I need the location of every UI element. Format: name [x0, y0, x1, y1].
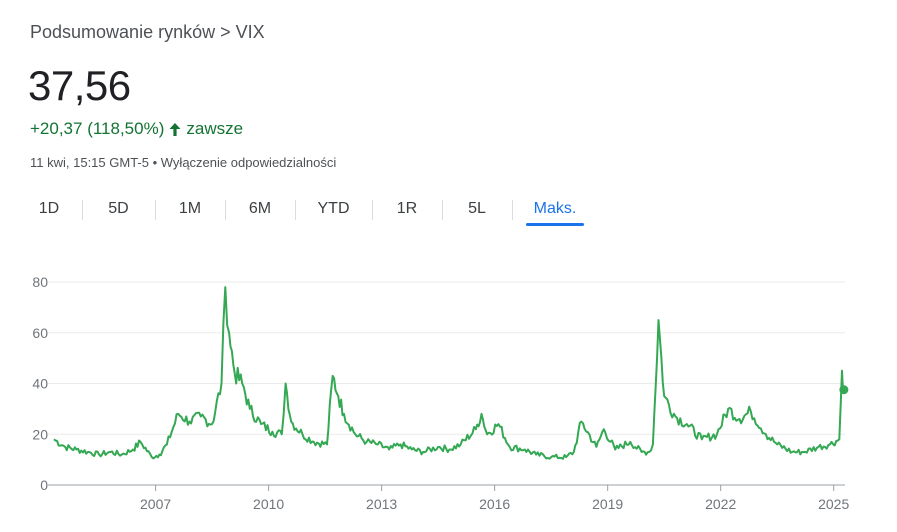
x-tick-label: 2013	[366, 496, 397, 512]
separator-dot: •	[152, 155, 161, 170]
range-tab-ytd[interactable]: YTD	[295, 196, 372, 230]
x-tick-label: 2007	[140, 496, 171, 512]
range-tab-1r[interactable]: 1R	[372, 196, 442, 230]
y-tick-label: 80	[32, 274, 48, 290]
y-tick-label: 20	[32, 426, 48, 442]
x-tick-label: 2010	[253, 496, 284, 512]
x-axis: 2007 2010 2013 2016 2019 2022 2025	[140, 485, 849, 512]
x-tick-label: 2019	[592, 496, 623, 512]
price-chart: 0 20 40 60 80 2007 2010 2013 2016 2019 2022 2025	[32, 274, 849, 512]
y-tick-label: 60	[32, 325, 48, 341]
range-tabs: 1D 5D 1M 6M YTD 1R 5L Maks.	[16, 196, 598, 230]
x-tick-label: 2016	[479, 496, 510, 512]
last-price-point[interactable]	[839, 385, 849, 395]
range-tab-5l[interactable]: 5L	[442, 196, 512, 230]
vix-series-line	[53, 286, 845, 460]
range-tab-1d[interactable]: 1D	[38, 200, 60, 217]
y-tick-label: 0	[40, 477, 48, 493]
disclaimer-link[interactable]: Wyłączenie odpowiedzialności	[160, 155, 337, 170]
change-period: zawsze	[186, 119, 244, 138]
range-tab-max[interactable]: Maks.	[512, 196, 598, 230]
y-tick-label: 40	[32, 376, 48, 392]
arrow-up-icon	[169, 122, 181, 136]
x-tick-label: 2022	[705, 496, 736, 512]
price-change: +20,37 (118,50%) zawsze	[30, 119, 243, 139]
range-tab-1m[interactable]: 1M	[155, 196, 225, 230]
timestamp: 11 kwi, 15:15 GMT-5	[30, 155, 149, 170]
breadcrumb[interactable]: Podsumowanie rynków > VIX	[30, 22, 265, 42]
y-axis: 0 20 40 60 80	[32, 274, 48, 493]
chart-grid	[48, 281, 845, 486]
x-tick-label: 2025	[818, 496, 849, 512]
range-tab-6m[interactable]: 6M	[225, 196, 295, 230]
change-value: +20,37 (118,50%)	[30, 119, 165, 138]
quote-meta: 11 kwi, 15:15 GMT-5 • Wyłączenie odpowie…	[30, 155, 336, 170]
current-price: 37,56	[28, 62, 131, 109]
active-tab-underline	[526, 223, 584, 226]
range-tab-5d[interactable]: 5D	[82, 196, 155, 230]
